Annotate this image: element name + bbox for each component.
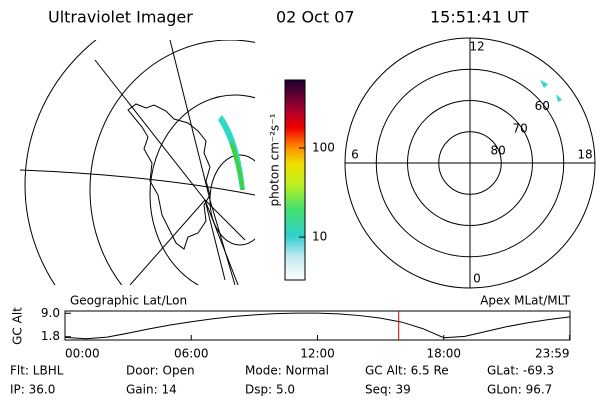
geo-map <box>20 40 255 285</box>
x-tick-label: 23:59 <box>535 347 570 361</box>
orbit-left-label: Geographic Lat/Lon <box>70 294 187 308</box>
info-field: GLat: -69.3 <box>487 364 554 378</box>
mlt-label: 18 <box>577 148 592 162</box>
info-field: Gain: 14 <box>126 383 177 397</box>
time: 15:51:41 UT <box>430 8 529 27</box>
orbit-ylabel: GC Alt <box>11 307 25 345</box>
instrument: Ultraviolet Imager <box>48 8 193 27</box>
info-field: Door: Open <box>126 364 195 378</box>
date: 02 Oct 07 <box>276 8 355 27</box>
info-field: Dsp: 5.0 <box>245 383 295 397</box>
info-field: Flt: LBHL <box>10 364 64 378</box>
info-field: Seq: 39 <box>365 383 411 397</box>
info-field: IP: 36.0 <box>10 383 55 397</box>
mlt-label: 12 <box>469 40 484 54</box>
x-tick-label: 00:00 <box>65 347 100 361</box>
colorbar <box>284 79 306 281</box>
orbit-altitude <box>64 312 571 340</box>
y-tick-label: 9.0 <box>41 306 60 320</box>
x-tick-label: 12:00 <box>300 347 335 361</box>
info-field: GLon: 96.7 <box>487 383 552 397</box>
colorbar-tick-label: 100 <box>312 141 335 155</box>
mlat-label: 70 <box>513 121 528 135</box>
mlat-label: 80 <box>490 143 505 157</box>
x-tick-label: 06:00 <box>174 347 209 361</box>
mlat-label: 60 <box>535 99 550 113</box>
y-tick-label: 1.8 <box>41 329 60 343</box>
aurora-polar <box>540 80 562 102</box>
mlt-label: 6 <box>351 148 359 162</box>
info-field: GC Alt: 6.5 Re <box>365 364 449 378</box>
orbit-right-label: Apex MLat/MLT <box>480 294 570 308</box>
x-tick-label: 18:00 <box>426 347 461 361</box>
colorbar-tick-label: 10 <box>312 230 327 244</box>
colorbar-label: photon cm⁻²s⁻¹ <box>268 113 282 206</box>
mlt-label: 0 <box>473 272 481 286</box>
aurora <box>230 140 244 190</box>
info-field: Mode: Normal <box>245 364 329 378</box>
